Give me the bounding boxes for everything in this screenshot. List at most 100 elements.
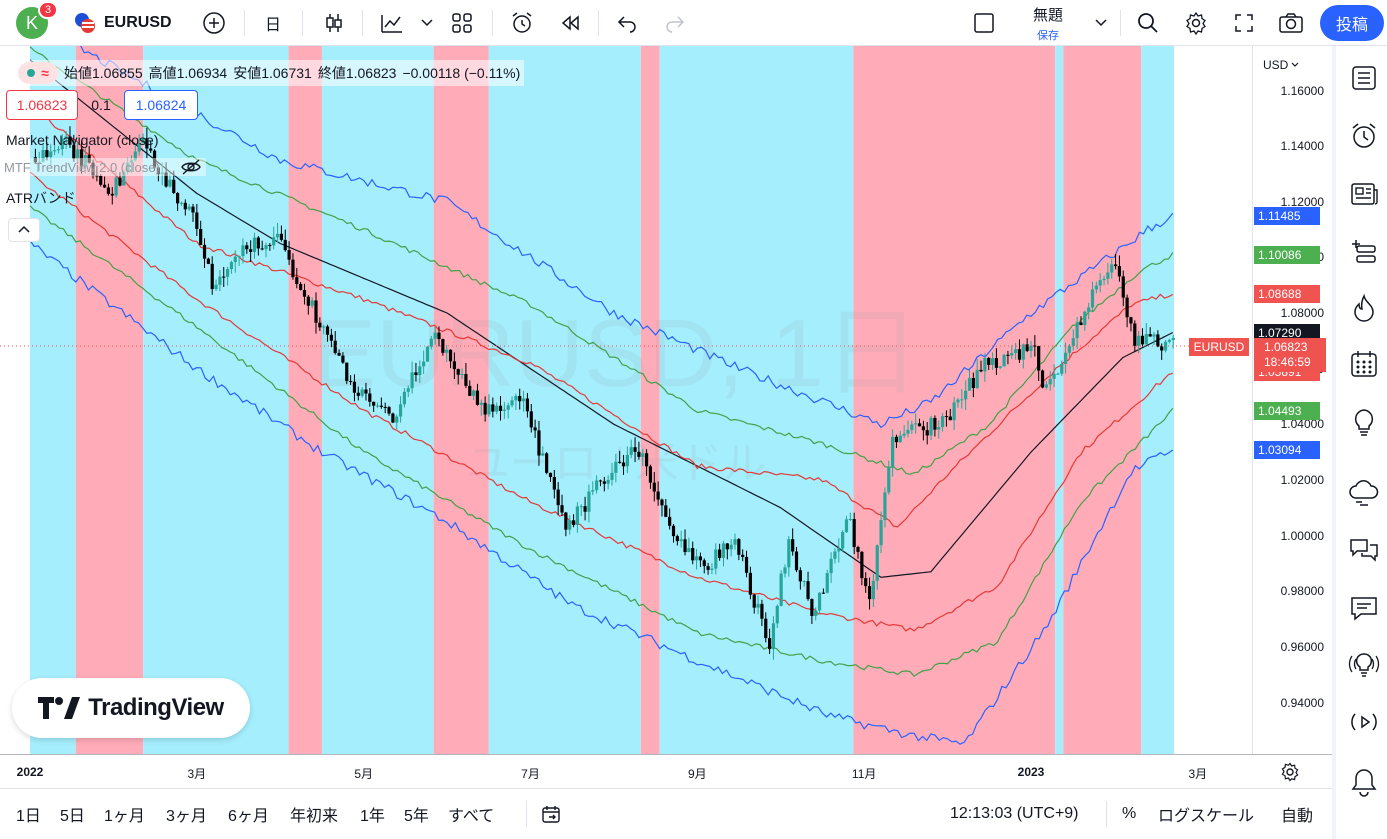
candle <box>887 460 891 495</box>
live-stream-button[interactable] <box>1346 704 1382 740</box>
publish-button[interactable]: 投稿 <box>1320 5 1384 41</box>
percent-scale-toggle[interactable]: % <box>1122 805 1137 822</box>
buy-button[interactable]: 1.06824 <box>124 90 198 120</box>
candle <box>575 502 579 533</box>
layout-toggle-button[interactable] <box>968 0 1000 46</box>
sell-button[interactable]: 1.06823 <box>6 90 78 120</box>
square-icon <box>974 13 994 33</box>
snapshot-button[interactable] <box>1274 0 1308 46</box>
news-icon <box>1351 183 1378 205</box>
candle <box>644 449 649 476</box>
alert-button[interactable] <box>506 0 538 46</box>
candle <box>829 552 833 584</box>
range-button[interactable]: すべて <box>448 808 495 825</box>
range-button[interactable]: 3ヶ月 <box>166 808 207 825</box>
price-axis[interactable]: USD 1.160001.140001.120001.100001.080001… <box>1189 46 1332 754</box>
chevron-down-icon <box>1095 19 1107 27</box>
indicator-legend-atr-band[interactable]: ATRバンド <box>6 190 76 206</box>
object-tree-button[interactable] <box>1346 234 1382 270</box>
notifications-button[interactable] <box>1346 764 1382 800</box>
candle <box>348 375 353 386</box>
undo-icon <box>617 16 636 33</box>
ideas-button[interactable] <box>1346 404 1382 440</box>
candle <box>806 571 810 601</box>
range-button[interactable]: 6ヶ月 <box>228 808 269 825</box>
symbol-search-button[interactable]: EURUSD <box>74 0 184 46</box>
indicator-legend-market-navigator[interactable]: Market Navigator (close) <box>6 132 159 148</box>
indicators-button[interactable] <box>376 0 408 46</box>
currency-selector[interactable]: USD <box>1263 58 1299 72</box>
goto-date-button[interactable] <box>540 789 566 839</box>
symbol-name: EURUSD <box>104 14 172 31</box>
chats-button[interactable] <box>1346 474 1382 510</box>
range-button[interactable]: 5年 <box>404 808 429 825</box>
templates-button[interactable] <box>446 0 478 46</box>
range-button[interactable]: 年初来 <box>290 808 339 825</box>
indicator-legend-mtf-trendview[interactable]: MTF TrendView 2.0 (close) <box>0 158 206 176</box>
undo-button[interactable] <box>612 0 642 46</box>
candle <box>291 253 295 280</box>
auto-scale-toggle[interactable]: 自動 <box>1281 808 1314 825</box>
range-button[interactable]: 1日 <box>16 808 41 825</box>
candle <box>402 388 407 408</box>
candle <box>948 408 952 421</box>
broadcast-bulb-icon <box>1348 653 1380 677</box>
fullscreen-button[interactable] <box>1228 0 1260 46</box>
candle <box>1137 330 1141 354</box>
interval-button[interactable]: 日 <box>264 17 281 34</box>
log-scale-toggle[interactable]: ログスケール <box>1158 808 1255 825</box>
candle <box>1090 281 1095 313</box>
candle <box>341 352 345 364</box>
candle <box>1075 317 1079 349</box>
tradingview-logo-badge[interactable]: TradingView <box>12 678 250 738</box>
price-tick: 1.02000 <box>1280 472 1324 487</box>
search-button[interactable] <box>1132 0 1164 46</box>
market-status-indicator[interactable]: ≈ <box>18 62 58 84</box>
candle <box>1006 350 1010 365</box>
user-avatar[interactable]: K 3 <box>10 0 58 46</box>
alerts-button[interactable] <box>1346 118 1382 154</box>
layout-name-button[interactable]: 無題 保存 <box>1016 0 1080 46</box>
watchlist-button[interactable] <box>1346 60 1382 96</box>
collapse-legend-button[interactable] <box>8 218 40 242</box>
candle <box>91 159 95 179</box>
indicators-dropdown-button[interactable] <box>418 0 436 46</box>
axis-settings-button[interactable] <box>1278 761 1302 783</box>
calendar-button[interactable] <box>1346 346 1382 382</box>
settings-button[interactable] <box>1180 0 1212 46</box>
compare-add-symbol-button[interactable] <box>198 0 230 46</box>
time-tick: 3月 <box>1188 767 1208 781</box>
candle <box>614 453 618 483</box>
candle <box>1152 331 1156 346</box>
chart-pane[interactable]: EURUSD, 1日 ユーロ / 米ドル ≈ 始値 1.06855 高値 1.069… <box>0 46 1252 754</box>
data-window-button[interactable] <box>1346 176 1382 212</box>
candle <box>410 361 414 394</box>
range-button[interactable]: 1ヶ月 <box>104 808 145 825</box>
replay-button[interactable] <box>554 0 586 46</box>
layout-menu-button[interactable] <box>1092 0 1110 46</box>
time-axis[interactable]: 2022 3月 5月 7月 9月 11月 2023 3月 <box>0 754 1332 788</box>
range-button[interactable]: 1年 <box>360 808 385 825</box>
price-chart[interactable]: EURUSD, 1日 ユーロ / 米ドル <box>0 46 1252 754</box>
range-button[interactable]: 5日 <box>60 808 85 825</box>
candle <box>752 593 756 614</box>
messages-button[interactable] <box>1346 532 1382 568</box>
candle <box>906 420 910 438</box>
signals-button[interactable] <box>1346 646 1382 682</box>
timezone-clock[interactable]: 12:13:03 (UTC+9) <box>950 805 1079 822</box>
candle <box>760 599 764 627</box>
chart-type-button[interactable] <box>318 0 350 46</box>
open-label: 始値 <box>64 65 92 81</box>
candle <box>1117 255 1122 282</box>
candle <box>1121 270 1125 307</box>
candle <box>333 331 337 355</box>
candle <box>837 538 841 563</box>
streams-button[interactable] <box>1346 590 1382 626</box>
candle <box>76 141 80 164</box>
candle <box>299 281 303 291</box>
regime-band-bearish <box>640 46 660 754</box>
candle <box>68 126 72 148</box>
hotlists-button[interactable] <box>1346 290 1382 326</box>
redo-button[interactable] <box>660 0 690 46</box>
eye-hidden-icon[interactable] <box>180 158 202 176</box>
